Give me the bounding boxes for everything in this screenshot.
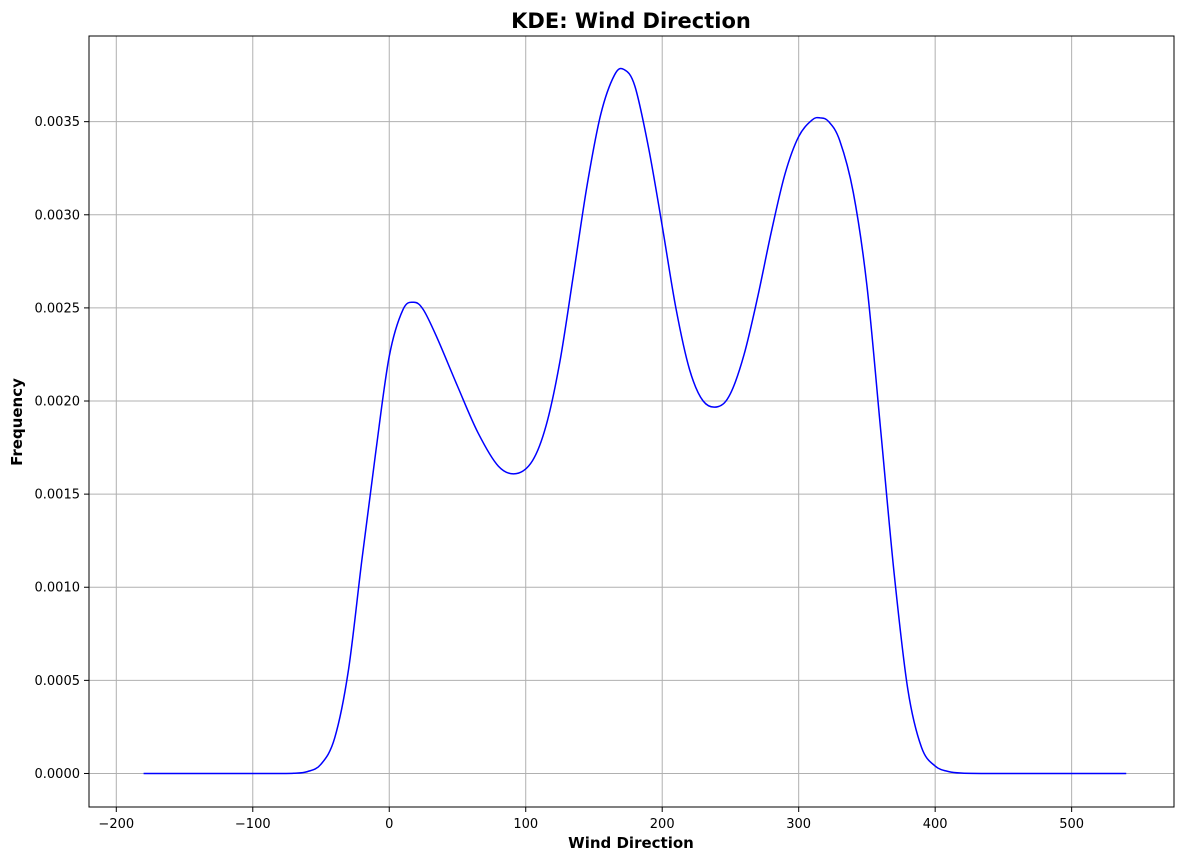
- x-tick-label: 400: [923, 817, 948, 832]
- y-tick-label: 0.0000: [35, 767, 81, 782]
- chart-title: KDE: Wind Direction: [511, 9, 751, 33]
- x-tick-label: 0: [385, 817, 393, 832]
- y-tick-label: 0.0030: [35, 208, 81, 223]
- y-tick-label: 0.0020: [35, 395, 81, 410]
- grid-lines: [89, 36, 1174, 807]
- x-tick-label: 500: [1059, 817, 1084, 832]
- x-tick-label: −200: [98, 817, 134, 832]
- y-tick-label: 0.0015: [35, 488, 81, 503]
- y-tick-label: 0.0010: [35, 581, 81, 596]
- x-tick-label: 200: [650, 817, 675, 832]
- x-axis-label: Wind Direction: [568, 834, 694, 852]
- ticks: −200 −100 0 100 200 300 400 500 0.0000 0.0005 0.00…: [35, 115, 1085, 832]
- series-layer: [143, 67, 1127, 775]
- x-tick-label: 300: [786, 817, 811, 832]
- x-tick-label: 100: [513, 817, 538, 832]
- y-tick-label: 0.0035: [35, 115, 81, 130]
- x-tick-label: −100: [235, 817, 271, 832]
- kde-series-line: [143, 67, 1127, 775]
- y-tick-label: 0.0025: [35, 301, 81, 316]
- plot-frame: [88, 35, 1175, 808]
- y-axis-label: Frequency: [8, 378, 26, 466]
- y-tick-label: 0.0005: [35, 674, 81, 689]
